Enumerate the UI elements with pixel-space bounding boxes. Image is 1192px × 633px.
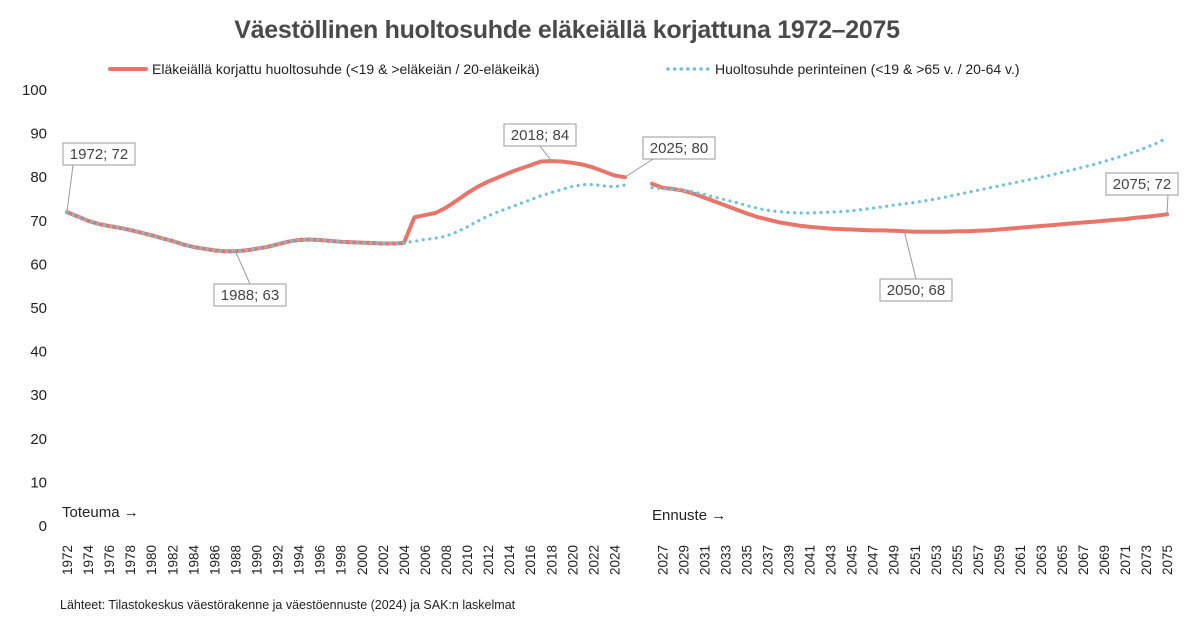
source-note: Lähteet: Tilastokeskus väestörakenne ja … <box>60 598 516 612</box>
x-tick-label: 2010 <box>460 545 475 575</box>
series-lines <box>65 136 1169 254</box>
annotation-label: 1972; 72 <box>70 146 128 163</box>
x-tick-label: 2055 <box>950 545 965 575</box>
x-tick-label: 2016 <box>523 545 538 575</box>
legend-label-corrected: Eläkeiällä korjattu huoltosuhde (<19 & >… <box>152 61 540 77</box>
x-tick-label: 1974 <box>81 544 96 575</box>
annotation-box <box>503 123 577 147</box>
x-tick-label: 2053 <box>929 545 944 575</box>
annotation-label: 2025; 80 <box>650 140 708 157</box>
y-tick-label: 40 <box>30 344 47 361</box>
x-tick-label: 2014 <box>502 544 517 575</box>
y-tick-label: 20 <box>30 431 47 448</box>
x-tick-label: 2039 <box>782 545 797 575</box>
y-tick-label: 0 <box>39 518 47 535</box>
x-tick-label: 2033 <box>719 545 734 575</box>
annotation-leader <box>539 145 552 162</box>
series-corrected-actual <box>65 159 627 254</box>
legend: Eläkeiällä korjattu huoltosuhde (<19 & >… <box>108 61 1020 77</box>
x-tick-label: 2035 <box>740 545 755 575</box>
annotation-leader <box>66 164 74 213</box>
y-tick-label: 10 <box>30 474 47 491</box>
x-tick-label: 2045 <box>845 545 860 575</box>
y-tick-label: 90 <box>30 126 47 143</box>
annotation-box <box>642 136 716 160</box>
x-tick-label: 2059 <box>992 545 1007 575</box>
annotation-leader <box>1166 194 1169 215</box>
annotation-box <box>1105 172 1179 196</box>
annotations: 1972; 72 1988; 63 2018; 84 2025; 80 2050; 68… <box>62 123 1179 307</box>
annotation-label: 2075; 72 <box>1113 176 1171 193</box>
x-tick-label: 2029 <box>677 545 692 575</box>
section-label-forecast: Ennuste → <box>652 507 726 524</box>
legend-label-traditional: Huoltosuhde perinteinen (<19 & >65 v. / … <box>715 61 1020 77</box>
x-tick-label: 2004 <box>397 544 412 575</box>
x-tick-label: 1998 <box>334 545 349 575</box>
x-tick-label: 2065 <box>1055 545 1070 575</box>
x-tick-label: 2049 <box>887 545 902 575</box>
y-tick-label: 60 <box>30 256 47 273</box>
x-tick-label: 2061 <box>1013 545 1028 575</box>
y-tick-label: 70 <box>30 213 47 230</box>
annotation-leader <box>624 158 654 178</box>
annotation-label: 1988; 63 <box>221 287 279 304</box>
x-tick-label: 1996 <box>313 545 328 575</box>
annotation-box <box>213 283 287 307</box>
x-tick-label: 1984 <box>186 544 201 575</box>
x-tick-label: 2041 <box>803 545 818 575</box>
x-tick-label: 1972 <box>60 545 75 575</box>
x-tick-label: 2073 <box>1139 545 1154 575</box>
annotation-box <box>879 278 953 302</box>
y-tick-label: 50 <box>30 300 47 317</box>
x-tick-label: 2037 <box>761 545 776 575</box>
series-corrected-forecast <box>650 181 1169 234</box>
x-tick-label: 2008 <box>439 545 454 575</box>
chart-title: Väestöllinen huoltosuhde eläkeiällä korj… <box>234 16 900 44</box>
x-tick-label: 2012 <box>481 545 496 575</box>
x-tick-label: 2051 <box>908 545 923 575</box>
x-tick-label: 1994 <box>292 544 307 575</box>
x-tick-label: 2071 <box>1118 545 1133 575</box>
x-tick-label: 2002 <box>376 545 391 575</box>
x-tick-label: 2024 <box>607 544 622 575</box>
series-traditional-forecast <box>650 136 1169 215</box>
x-tick-label: 2018 <box>544 545 559 575</box>
x-tick-label: 2027 <box>656 545 671 575</box>
section-label-actual: Toteuma → <box>62 504 139 521</box>
x-tick-label: 2020 <box>565 545 580 575</box>
x-tick-label: 2057 <box>971 545 986 575</box>
y-tick-label: 100 <box>22 82 47 99</box>
annotation-leader <box>903 231 917 280</box>
x-tick-label: 2063 <box>1034 545 1049 575</box>
x-tick-label: 2047 <box>866 545 881 575</box>
x-tick-label: 1978 <box>123 545 138 575</box>
x-tick-label: 1976 <box>102 545 117 575</box>
x-tick-label: 1980 <box>144 545 159 575</box>
x-tick-label: 2000 <box>355 545 370 575</box>
x-tick-label: 2069 <box>1097 545 1112 575</box>
x-tick-label: 1982 <box>165 545 180 575</box>
y-tick-label: 30 <box>30 387 47 404</box>
x-tick-label: 2075 <box>1160 545 1175 575</box>
x-tick-label: 1990 <box>250 545 265 575</box>
annotation-leader <box>234 251 251 285</box>
y-tick-label: 80 <box>30 169 47 186</box>
y-axis-ticks: 0 10 20 30 40 50 60 70 80 90 100 <box>22 82 47 535</box>
x-axis-ticks: 1972 1974 1976 1978 1980 1982 1984 1986 1988 1990… <box>60 544 1175 575</box>
x-tick-label: 2043 <box>824 545 839 575</box>
annotation-label: 2018; 84 <box>511 127 569 144</box>
x-tick-label: 1988 <box>228 545 243 575</box>
x-tick-label: 2067 <box>1076 545 1091 575</box>
annotation-label: 2050; 68 <box>887 282 945 299</box>
x-tick-label: 2022 <box>586 545 601 575</box>
x-tick-label: 2031 <box>698 545 713 575</box>
x-tick-label: 1986 <box>207 545 222 575</box>
x-tick-label: 1992 <box>271 545 286 575</box>
x-tick-label: 2006 <box>418 545 433 575</box>
annotation-box <box>62 142 136 166</box>
